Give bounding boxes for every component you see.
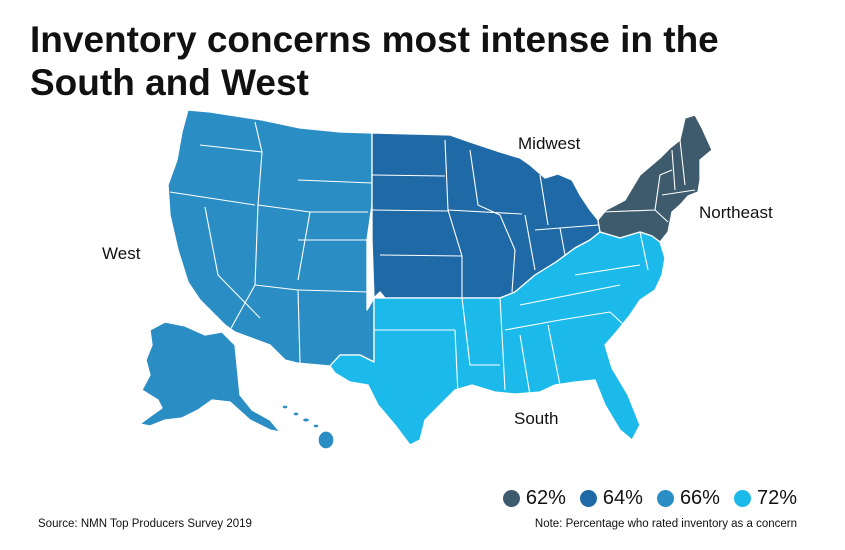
source-note: Source: NMN Top Producers Survey 2019 xyxy=(38,518,252,530)
footnote: Note: Percentage who rated inventory as … xyxy=(534,518,797,530)
legend-item-64: 64% xyxy=(579,487,643,510)
page-title: Inventory concerns most intense in the S… xyxy=(30,18,810,104)
map-alaska xyxy=(139,321,281,433)
title-line-2: South and West xyxy=(30,62,309,103)
legend-item-66: 66% xyxy=(656,487,720,510)
region-label-west: West xyxy=(102,244,141,263)
legend-item-72: 72% xyxy=(733,487,797,510)
map-region-south xyxy=(329,231,666,446)
map-region-west xyxy=(167,109,375,367)
map-hawaii xyxy=(281,404,335,450)
legend-label: 64% xyxy=(602,487,643,509)
legend-swatch xyxy=(733,490,751,507)
region-label-northeast: Northeast xyxy=(699,203,773,222)
legend: 62% 64% 66% 72% xyxy=(502,487,797,510)
region-label-midwest: Midwest xyxy=(518,134,581,153)
legend-swatch xyxy=(502,490,520,507)
legend-label: 66% xyxy=(679,487,720,509)
title-line-1: Inventory concerns most intense in the xyxy=(30,19,719,60)
legend-item-62: 62% xyxy=(502,487,566,510)
map-region-northeast xyxy=(597,114,713,243)
legend-swatch xyxy=(656,490,674,507)
legend-label: 62% xyxy=(525,487,566,509)
legend-swatch xyxy=(579,490,597,507)
region-label-south: South xyxy=(514,409,559,428)
legend-label: 72% xyxy=(756,487,797,509)
